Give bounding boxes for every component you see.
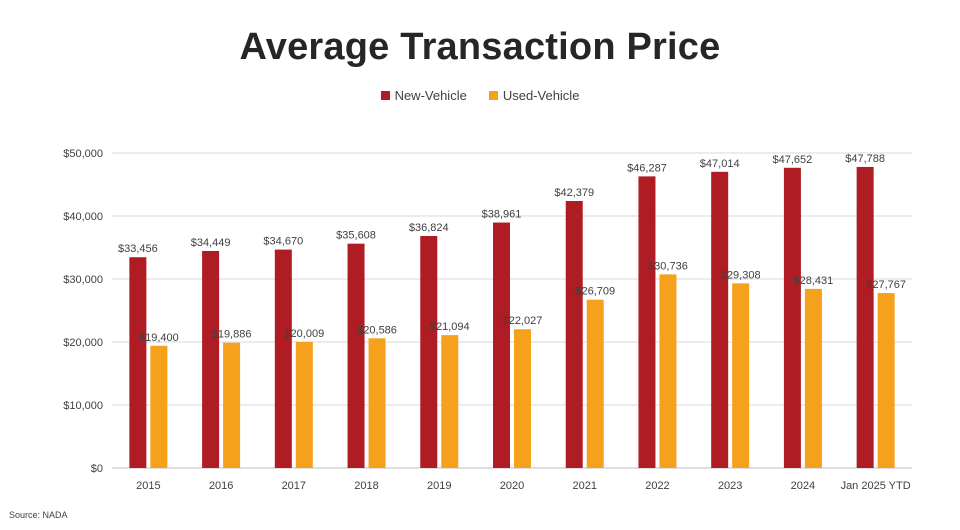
legend-swatch-new-vehicle xyxy=(380,91,390,100)
y-tick-label: $10,000 xyxy=(63,400,103,412)
data-label-used-vehicle: $19,400 xyxy=(139,332,179,344)
bar-used-vehicle xyxy=(804,288,822,468)
legend: New-Vehicle Used-Vehicle xyxy=(0,88,960,103)
data-label-new-vehicle: $38,961 xyxy=(482,209,522,221)
data-label-new-vehicle: $42,379 xyxy=(554,187,594,199)
x-tick-label: 2024 xyxy=(791,480,815,492)
x-tick-label: 2020 xyxy=(500,480,524,492)
bar-used-vehicle xyxy=(223,342,241,468)
y-tick-label: $30,000 xyxy=(63,274,103,286)
bar-new-vehicle xyxy=(274,249,292,468)
y-tick-label: $0 xyxy=(91,463,103,475)
data-label-used-vehicle: $26,709 xyxy=(575,286,615,298)
x-tick-label: Jan 2025 YTD xyxy=(841,480,911,492)
data-label-new-vehicle: $47,652 xyxy=(773,154,813,166)
x-tick-label: 2023 xyxy=(718,480,742,492)
bar-used-vehicle xyxy=(732,283,750,468)
data-label-new-vehicle: $34,670 xyxy=(263,236,303,248)
x-tick-label: 2021 xyxy=(572,480,596,492)
x-tick-label: 2015 xyxy=(136,480,160,492)
data-label-used-vehicle: $27,767 xyxy=(866,279,906,291)
bar-used-vehicle xyxy=(441,335,459,468)
data-label-new-vehicle: $46,287 xyxy=(627,162,667,174)
data-label-new-vehicle: $36,824 xyxy=(409,222,449,234)
x-tick-label: 2016 xyxy=(209,480,233,492)
legend-swatch-used-vehicle xyxy=(488,91,498,100)
bar-new-vehicle xyxy=(202,250,220,468)
source-note: Source: NADA xyxy=(9,510,68,520)
y-tick-label: $20,000 xyxy=(63,337,103,349)
data-label-new-vehicle: $47,788 xyxy=(845,153,885,165)
x-tick-label: 2018 xyxy=(354,480,378,492)
bar-used-vehicle xyxy=(368,338,386,468)
bar-new-vehicle xyxy=(493,222,510,468)
bar-new-vehicle xyxy=(783,167,801,468)
y-tick-label: $50,000 xyxy=(63,148,103,160)
bar-new-vehicle xyxy=(129,257,147,468)
x-tick-label: 2019 xyxy=(427,480,451,492)
data-label-used-vehicle: $29,308 xyxy=(721,269,761,281)
data-label-new-vehicle: $33,456 xyxy=(118,243,158,255)
x-tick-label: 2017 xyxy=(282,480,306,492)
bar-new-vehicle xyxy=(347,243,365,468)
x-tick-label: 2022 xyxy=(645,480,669,492)
chart-title: Average Transaction Price xyxy=(239,26,721,68)
legend-label-used-vehicle: Used-Vehicle xyxy=(502,88,580,103)
bar-new-vehicle xyxy=(420,236,438,468)
bar-new-vehicle xyxy=(711,171,729,468)
data-label-used-vehicle: $28,431 xyxy=(794,275,834,287)
data-label-used-vehicle: $19,886 xyxy=(212,329,252,341)
legend-item-used-vehicle: Used-Vehicle xyxy=(488,88,580,103)
data-label-new-vehicle: $35,608 xyxy=(336,230,376,242)
bar-used-vehicle xyxy=(877,293,895,468)
bar-new-vehicle xyxy=(638,176,656,468)
bar-new-vehicle xyxy=(565,201,583,468)
bar-used-vehicle xyxy=(586,299,604,468)
legend-label-new-vehicle: New-Vehicle xyxy=(394,88,467,103)
data-label-used-vehicle: $22,027 xyxy=(503,315,543,327)
bar-used-vehicle xyxy=(295,341,313,468)
data-label-new-vehicle: $34,449 xyxy=(191,237,231,249)
data-label-used-vehicle: $20,586 xyxy=(357,324,397,336)
data-label-used-vehicle: $20,009 xyxy=(284,328,324,340)
legend-item-new-vehicle: New-Vehicle xyxy=(380,88,467,103)
data-label-new-vehicle: $47,014 xyxy=(700,158,740,170)
bar-used-vehicle xyxy=(150,345,168,468)
data-label-used-vehicle: $21,094 xyxy=(430,321,470,333)
data-label-used-vehicle: $30,736 xyxy=(648,260,688,272)
y-tick-label: $40,000 xyxy=(63,211,103,223)
bar-used-vehicle xyxy=(514,329,531,468)
bar-new-vehicle xyxy=(856,166,874,468)
bar-used-vehicle xyxy=(659,274,677,468)
